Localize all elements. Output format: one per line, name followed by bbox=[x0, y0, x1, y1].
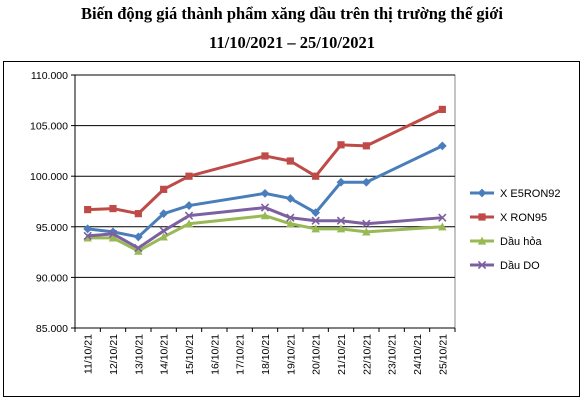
data-point bbox=[286, 157, 294, 165]
chart-title: Biến động giá thành phẩm xăng dầu trên t… bbox=[81, 4, 503, 23]
x-tick-label: 25/10/21 bbox=[437, 334, 449, 375]
data-point bbox=[311, 208, 321, 218]
legend-marker bbox=[477, 236, 487, 245]
x-tick-label: 24/10/21 bbox=[412, 334, 424, 375]
legend-item-2: Dầu hỏa bbox=[470, 236, 542, 248]
x-marker-stroke bbox=[83, 231, 92, 241]
legend-item-1: X RON95 bbox=[470, 212, 547, 224]
y-tick-label: 85.000 bbox=[36, 323, 68, 335]
x-tick-label: 21/10/21 bbox=[336, 334, 348, 375]
data-point bbox=[159, 232, 168, 241]
x-tick-label: 14/10/21 bbox=[159, 334, 171, 375]
data-point bbox=[285, 194, 295, 203]
x-marker-stroke bbox=[184, 211, 194, 220]
chart-frame bbox=[3, 61, 580, 397]
data-point bbox=[312, 172, 320, 180]
legend-marker bbox=[478, 213, 486, 221]
data-point bbox=[286, 219, 295, 228]
y-tick-label: 90.000 bbox=[36, 272, 68, 284]
data-point bbox=[260, 211, 270, 220]
series-line-1 bbox=[87, 108, 443, 216]
legend-label: Dầu DO bbox=[500, 260, 540, 272]
chart-subtitle: 11/10/2021 – 25/10/2021 bbox=[209, 33, 375, 52]
x-tick-label: 19/10/21 bbox=[285, 334, 297, 375]
x-marker-stroke bbox=[311, 216, 320, 225]
data-point bbox=[362, 227, 371, 236]
data-point bbox=[109, 204, 117, 213]
y-tick-label: 95.000 bbox=[36, 222, 68, 234]
data-point bbox=[362, 142, 370, 150]
data-point bbox=[133, 232, 143, 242]
data-point bbox=[134, 243, 143, 253]
data-point bbox=[336, 216, 346, 225]
grid-layer bbox=[74, 74, 456, 329]
data-point bbox=[134, 246, 143, 255]
x-tick-label: 15/10/21 bbox=[184, 334, 196, 375]
data-point bbox=[184, 201, 194, 210]
data-point bbox=[438, 222, 447, 231]
x-marker-stroke bbox=[336, 216, 346, 225]
data-point bbox=[438, 105, 446, 114]
x-tick-label: 20/10/21 bbox=[311, 334, 323, 375]
data-point bbox=[108, 229, 118, 239]
legend-label: X E5RON92 bbox=[500, 188, 561, 200]
y-tick-label: 105.000 bbox=[30, 121, 68, 133]
data-point bbox=[83, 224, 93, 234]
x-tick-label: 18/10/21 bbox=[260, 334, 272, 375]
x-marker-stroke bbox=[134, 243, 143, 253]
x-tick-label: 12/10/21 bbox=[108, 334, 120, 375]
data-point bbox=[311, 216, 320, 225]
data-point bbox=[185, 172, 193, 180]
legend-marker bbox=[477, 260, 487, 270]
legend-item-0: X E5RON92 bbox=[470, 188, 561, 200]
x-marker-stroke bbox=[477, 260, 487, 270]
data-point bbox=[159, 226, 168, 236]
data-point bbox=[311, 224, 320, 233]
data-point bbox=[84, 205, 92, 214]
data-point bbox=[361, 177, 371, 187]
legend-label: X RON95 bbox=[500, 212, 547, 224]
data-point bbox=[108, 233, 118, 242]
data-point bbox=[184, 211, 194, 220]
legend-item-3: Dầu DO bbox=[470, 260, 540, 272]
x-tick-label: 17/10/21 bbox=[235, 334, 247, 375]
data-point bbox=[83, 231, 92, 241]
x-tick-label: 16/10/21 bbox=[209, 334, 221, 375]
x-marker-stroke bbox=[362, 219, 371, 228]
data-point bbox=[260, 189, 270, 198]
data-point bbox=[438, 213, 447, 222]
data-point bbox=[336, 177, 346, 187]
x-marker-stroke bbox=[286, 213, 295, 222]
data-point bbox=[159, 209, 169, 219]
data-point bbox=[83, 233, 92, 242]
data-point bbox=[337, 141, 345, 149]
data-point bbox=[160, 185, 168, 193]
data-point bbox=[336, 224, 346, 233]
x-marker-stroke bbox=[108, 229, 118, 239]
x-tick-label: 22/10/21 bbox=[361, 334, 373, 375]
data-point bbox=[261, 152, 269, 160]
x-marker-stroke bbox=[260, 203, 270, 212]
legend-label: Dầu hỏa bbox=[500, 236, 542, 248]
series-layer bbox=[83, 105, 447, 255]
y-tick-label: 100.000 bbox=[30, 171, 68, 183]
data-point bbox=[184, 219, 194, 228]
plot-area bbox=[74, 74, 456, 329]
data-point bbox=[286, 213, 295, 222]
x-marker-stroke bbox=[159, 226, 168, 236]
data-point bbox=[362, 219, 371, 228]
legend-marker bbox=[477, 188, 487, 198]
x-tick-label: 13/10/21 bbox=[133, 334, 145, 375]
x-tick-label: 23/10/21 bbox=[387, 334, 399, 375]
data-point bbox=[437, 141, 447, 151]
x-tick-label: 11/10/21 bbox=[83, 334, 95, 374]
x-marker-stroke bbox=[438, 213, 447, 222]
y-tick-label: 110.000 bbox=[31, 70, 68, 82]
data-point bbox=[260, 203, 270, 212]
data-point bbox=[134, 210, 142, 218]
axis-layer: 85.000 90.000 95.000 100.000 105.000 110.000 1… bbox=[30, 70, 456, 375]
legend: X E5RON92 X RON95 Dầu hỏa Dầu DO bbox=[470, 188, 561, 272]
